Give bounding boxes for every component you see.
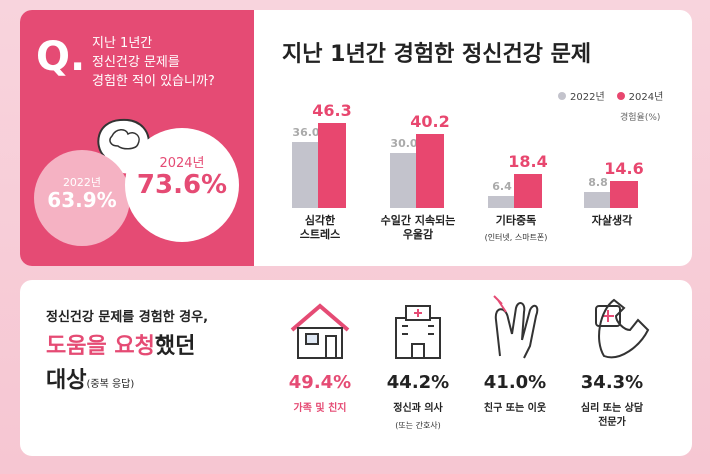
legend-swatch xyxy=(558,91,566,100)
bar xyxy=(390,152,418,208)
bar xyxy=(292,141,320,208)
headline-note: (중복 응답) xyxy=(86,379,135,390)
value-label: 6.4 xyxy=(492,180,512,194)
bar xyxy=(610,181,638,208)
x-tick-label: 자살생각 xyxy=(591,214,633,227)
bar xyxy=(488,196,516,208)
headline-line: 정신건강 문제를 경험한 경우, xyxy=(46,310,209,325)
help-label: 가족 및 친지 xyxy=(293,403,347,414)
rate-value: 73.6% xyxy=(136,170,228,200)
bar xyxy=(514,174,542,208)
help-value: 41.0% xyxy=(483,372,547,393)
question-line: 경험한 적이 있습니까? xyxy=(92,74,215,89)
help-value: 44.2% xyxy=(386,372,450,393)
help-label: 심리 또는 상담 전문가 xyxy=(580,403,644,428)
q-mark: Q. xyxy=(36,34,86,80)
value-label: 30.0 xyxy=(390,136,418,150)
value-label: 46.3 xyxy=(312,100,352,120)
rate-value: 63.9% xyxy=(47,188,117,212)
value-label: 14.6 xyxy=(604,159,644,179)
question-line: 정신건강 문제를 xyxy=(92,55,180,70)
headline-text: 했던 xyxy=(154,334,196,359)
value-label: 8.8 xyxy=(588,175,608,189)
legend-label: 2024년 xyxy=(628,92,664,103)
chart-title: 지난 1년간 경험한 정신건강 문제 xyxy=(282,42,592,67)
help-note: (또는 간호사) xyxy=(395,421,441,430)
help-value: 49.4% xyxy=(288,372,352,393)
headline-text: 대상 xyxy=(46,368,87,393)
value-label: 18.4 xyxy=(508,152,548,172)
help-label: 정신과 의사 xyxy=(393,403,443,414)
headline-line: 대상(중복 응답) xyxy=(46,362,134,394)
help-label: 친구 또는 이웃 xyxy=(483,403,547,414)
question-line: 지난 1년간 xyxy=(92,36,153,51)
headline-line: 도움을 요청했던 xyxy=(46,328,195,360)
value-label: 36.0 xyxy=(292,125,320,139)
x-tick-label: 수일간 지속되는 우울감 xyxy=(380,214,456,241)
help-value: 34.3% xyxy=(580,372,644,393)
x-tick-label: 심각한 스트레스 xyxy=(299,214,341,241)
bar xyxy=(318,122,346,208)
legend-label: 2022년 xyxy=(570,92,605,103)
legend: 2022년 2024년 xyxy=(558,88,663,103)
bar xyxy=(416,134,444,208)
circle-2022 xyxy=(34,150,130,246)
circle-2024 xyxy=(125,128,239,242)
legend-item: 2024년 xyxy=(616,88,664,103)
year-label: 2024년 xyxy=(159,156,205,171)
x-tick-note: (인터넷, 스마트폰) xyxy=(484,233,548,242)
bottom-card xyxy=(20,280,692,456)
value-label: 40.2 xyxy=(410,112,450,132)
headline-highlight: 도움을 요청 xyxy=(46,334,155,359)
legend-item: 2022년 xyxy=(558,88,605,103)
bar xyxy=(584,191,612,208)
question-text: 지난 1년간 정신건강 문제를 경험한 적이 있습니까? xyxy=(92,34,215,91)
legend-swatch xyxy=(616,91,625,100)
x-tick-label: 기타중독 xyxy=(495,214,537,227)
year-label: 2022년 xyxy=(62,176,102,189)
y-axis-label: 경험율(%) xyxy=(620,113,661,123)
